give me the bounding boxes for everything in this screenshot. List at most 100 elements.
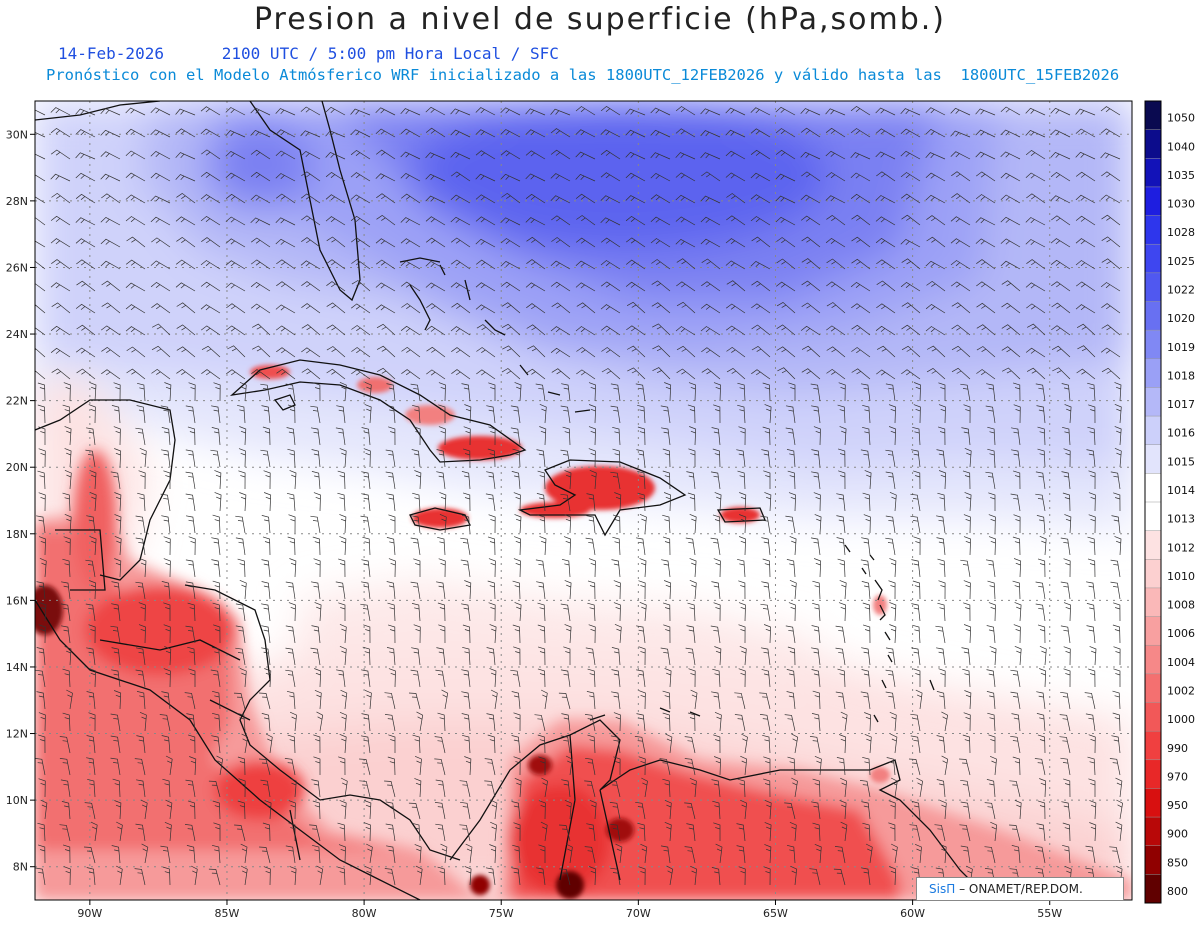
wind-barb (125, 259, 146, 270)
wind-barb (259, 846, 271, 864)
wind-barb (534, 714, 546, 732)
wind-barb (916, 777, 923, 798)
wind-barb (875, 195, 896, 204)
wind-barb (39, 602, 47, 622)
colorbar-label: 1018 (1167, 369, 1195, 382)
wind-barb (235, 647, 246, 666)
wind-barb (561, 558, 571, 578)
wind-barb (408, 692, 421, 710)
wind-barb (411, 515, 421, 534)
wind-barb (151, 303, 171, 314)
wind-barb (564, 799, 572, 820)
wind-barb (435, 669, 446, 688)
wind-barb (790, 865, 798, 886)
wind-barb (88, 668, 96, 688)
wind-barb (162, 866, 171, 886)
wind-barb (700, 195, 721, 204)
wind-barb (990, 821, 998, 842)
colorbar-swatch (1145, 817, 1161, 847)
wind-barb (437, 866, 446, 886)
wind-barb (1062, 426, 1071, 446)
wind-barb (861, 867, 871, 886)
wind-barb (137, 492, 146, 512)
wind-barb (600, 325, 621, 336)
wind-barb (261, 515, 271, 534)
wind-barb (50, 107, 71, 116)
wind-barb (212, 580, 221, 600)
wind-barb (412, 822, 421, 842)
wind-barb (563, 536, 571, 556)
colorbar-swatch (1145, 673, 1161, 703)
wind-barb (462, 448, 471, 468)
wind-barb (751, 303, 771, 314)
wind-barb (125, 216, 146, 226)
wind-barb (738, 426, 746, 446)
wind-barb (425, 216, 446, 226)
wind-barb (638, 690, 646, 710)
wind-barb (450, 129, 471, 138)
wind-barb (485, 867, 496, 886)
wind-barb (889, 602, 897, 622)
wind-barb (926, 367, 946, 380)
wind-barb (900, 150, 921, 160)
wind-barb (964, 690, 972, 710)
wind-barb (910, 515, 921, 534)
wind-barb (537, 734, 546, 754)
wind-barb (811, 471, 821, 490)
wind-barb (625, 281, 646, 292)
wind-barb (285, 647, 296, 666)
wind-barb (538, 800, 546, 820)
wind-barb (511, 867, 521, 886)
wind-barb (350, 303, 371, 314)
wind-barb (1010, 669, 1021, 688)
wind-barb (712, 514, 721, 534)
wind-barb (687, 404, 696, 424)
wind-barb (962, 470, 971, 490)
wind-barb (434, 758, 446, 776)
wind-barb (225, 193, 246, 204)
wind-barb (1050, 195, 1071, 204)
wind-barb (1061, 471, 1071, 490)
wind-barb (725, 325, 746, 336)
wind-barb (1063, 778, 1071, 798)
wind-barb (862, 404, 871, 424)
wind-barb (1051, 281, 1071, 292)
wind-barb (600, 129, 621, 138)
wind-barb (339, 711, 347, 732)
wind-barb (340, 777, 348, 798)
lat-tick-label: 8N (13, 861, 28, 874)
wind-barb (625, 172, 646, 182)
wind-barb (226, 369, 246, 380)
wind-barb (1086, 603, 1096, 622)
wind-barb (150, 107, 171, 116)
wind-barb (164, 382, 172, 402)
wind-barb (561, 383, 571, 402)
wind-barb (836, 493, 846, 512)
wind-barb (187, 734, 196, 754)
wind-barb (550, 281, 571, 292)
wind-barb (612, 514, 621, 534)
wind-barb (988, 734, 996, 753)
wind-barb (850, 193, 871, 204)
wind-barb (50, 325, 71, 336)
wind-barb (150, 129, 171, 138)
wind-barb (259, 692, 271, 710)
wind-barb (434, 736, 446, 754)
wind-barb (175, 128, 196, 138)
wind-barb (901, 345, 921, 358)
wind-barb (1112, 624, 1121, 644)
lat-tick-label: 28N (6, 195, 28, 208)
wind-barb (400, 238, 421, 248)
wind-barb (502, 345, 521, 358)
wind-barb (326, 302, 346, 314)
wind-barb (386, 493, 396, 512)
wind-barb (111, 669, 121, 688)
wind-barb (488, 602, 496, 622)
wind-barb (787, 756, 796, 776)
wind-barb (239, 579, 247, 600)
wind-barb (512, 448, 521, 468)
wind-barb (1110, 471, 1121, 490)
wind-barb (986, 383, 996, 402)
wind-barb (476, 369, 496, 380)
wind-barb (626, 325, 646, 336)
